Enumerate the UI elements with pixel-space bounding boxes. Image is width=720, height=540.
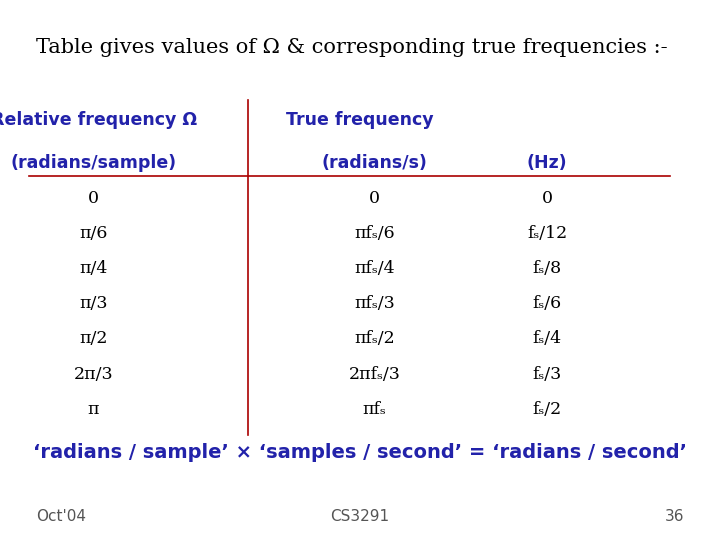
Text: 2πfₛ/3: 2πfₛ/3	[348, 366, 400, 382]
Text: π: π	[88, 401, 99, 417]
Text: 36: 36	[665, 509, 684, 524]
Text: πfₛ: πfₛ	[363, 401, 386, 417]
Text: Relative frequency Ω: Relative frequency Ω	[0, 111, 197, 129]
Text: ‘radians / sample’ × ‘samples / second’ = ‘radians / second’: ‘radians / sample’ × ‘samples / second’ …	[33, 443, 687, 462]
Text: (radians/sample): (radians/sample)	[11, 154, 176, 172]
Text: CS3291: CS3291	[330, 509, 390, 524]
Text: πfₛ/6: πfₛ/6	[354, 225, 395, 242]
Text: fₛ/8: fₛ/8	[533, 260, 562, 277]
Text: fₛ/6: fₛ/6	[533, 295, 562, 312]
Text: 0: 0	[88, 190, 99, 207]
Text: πfₛ/2: πfₛ/2	[354, 330, 395, 347]
Text: π/3: π/3	[79, 295, 108, 312]
Text: (radians/s): (radians/s)	[321, 154, 428, 172]
Text: 0: 0	[541, 190, 553, 207]
Text: (Hz): (Hz)	[527, 154, 567, 172]
Text: True frequency: True frequency	[286, 111, 434, 129]
Text: π/4: π/4	[79, 260, 108, 277]
Text: fₛ/2: fₛ/2	[533, 401, 562, 417]
Text: πfₛ/4: πfₛ/4	[354, 260, 395, 277]
Text: fₛ/12: fₛ/12	[527, 225, 567, 242]
Text: Oct'04: Oct'04	[36, 509, 86, 524]
Text: 2π/3: 2π/3	[73, 366, 114, 382]
Text: πfₛ/3: πfₛ/3	[354, 295, 395, 312]
Text: fₛ/3: fₛ/3	[533, 366, 562, 382]
Text: fₛ/4: fₛ/4	[533, 330, 562, 347]
Text: Table gives values of Ω & corresponding true frequencies :-: Table gives values of Ω & corresponding …	[36, 38, 667, 57]
Text: π/2: π/2	[79, 330, 108, 347]
Text: π/6: π/6	[79, 225, 108, 242]
Text: 0: 0	[369, 190, 380, 207]
